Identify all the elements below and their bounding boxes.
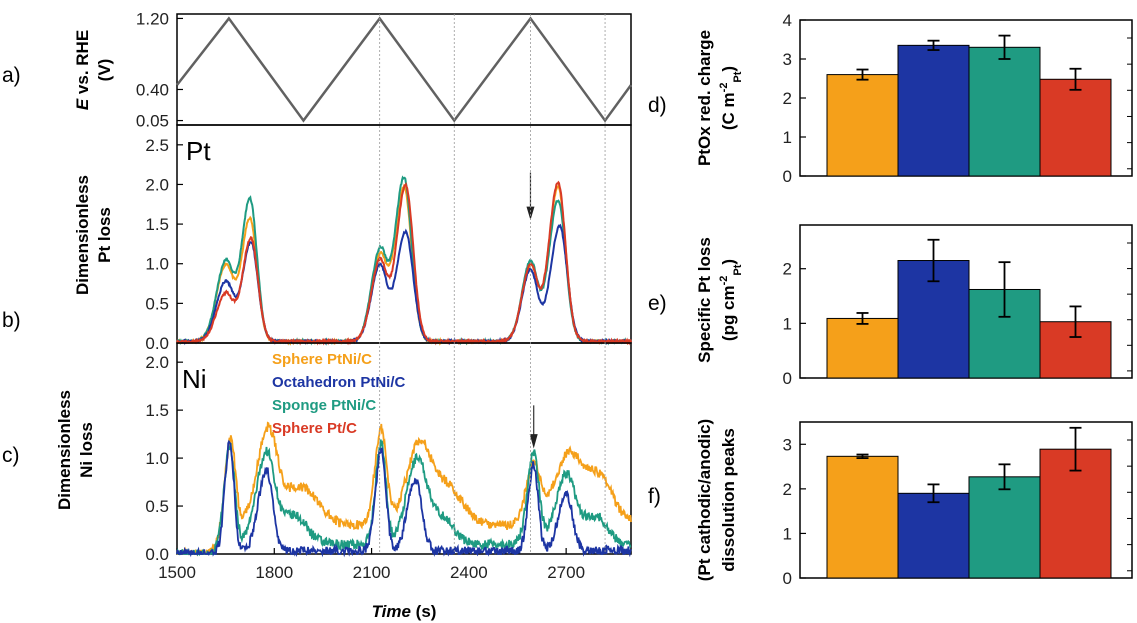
chart-a: E vs. RHE (V) 1.20 0.40 0.05 <box>73 9 633 131</box>
bar-f-octahedron-ptni-c <box>897 492 970 579</box>
chart-d-ytick-label-2: 2 <box>783 89 792 108</box>
bar-d-sphere-ptni-c <box>826 74 899 177</box>
chart-d-ylabel-1: PtOx red. charge <box>695 30 714 166</box>
chart-c-legend: Sphere PtNi/C Octahedron PtNi/C Sponge P… <box>272 351 406 437</box>
chart-b-ylabel-2: Pt loss <box>95 207 114 263</box>
pt-loss-line-octahedron-ptni-c <box>176 223 632 346</box>
chart-c-ytick-label-1: 0.5 <box>145 497 169 516</box>
ni-loss-line-sphere-ptni-c <box>176 421 632 557</box>
chart-e-ylabel-sup: -2 <box>718 276 730 286</box>
chart-a-ytick-label-1: 0.40 <box>136 80 169 99</box>
bar-f-sponge-ptni-c <box>968 476 1041 579</box>
chart-f-ylabel-1: (Pt cathodic/anodic) <box>695 419 714 581</box>
chart-b-ytick-label-3: 1.5 <box>145 215 169 234</box>
potential-waveform-line <box>176 16 633 123</box>
chart-b-ytick-label-4: 2.0 <box>145 175 169 194</box>
chart-a-frame <box>176 13 632 126</box>
chart-d: PtOx red. charge (C m-2Pt) 0 1 2 3 4 <box>695 11 1133 186</box>
chart-e-ytick-label-1: 1 <box>783 314 792 333</box>
bar-d-octahedron-ptni-c <box>897 44 970 177</box>
chart-e-ylabel-unit: (pg cm <box>719 285 738 341</box>
bar-f-sphere-ptni-c <box>826 455 899 579</box>
chart-d-ylabel-sup: -2 <box>718 83 730 93</box>
chart-c: Ni Dimensionless Ni loss Time (s) Sphere… <box>55 342 632 621</box>
chart-f-ytick-label-3: 3 <box>783 435 792 454</box>
chart-f-ytick-label-0: 0 <box>783 569 792 588</box>
chart-c-xtick-label-3: 2400 <box>450 563 488 582</box>
chart-c-ytick-label-3: 1.5 <box>145 401 169 420</box>
chart-c-xlabel-unit: (s) <box>411 602 437 621</box>
chart-c-ylabel-2: Ni loss <box>77 422 96 478</box>
chart-d-ytick-label-0: 0 <box>783 167 792 186</box>
legend-entry-octahedron-ptni: Octahedron PtNi/C <box>272 374 406 391</box>
chart-c-xlabel-main: Time <box>372 602 411 621</box>
pt-loss-line-sphere-pt-c <box>176 180 632 346</box>
bar-d-sphere-pt-c <box>1039 78 1112 177</box>
chart-c-ylabel-1: Dimensionless <box>55 390 74 510</box>
chart-b-annotation: Pt <box>186 136 211 166</box>
chart-b-ytick-label-1: 0.5 <box>145 294 169 313</box>
chart-d-ytick-label-4: 4 <box>783 11 792 30</box>
chart-a-ytick-label-0: 1.20 <box>136 9 169 28</box>
chart-b-ylabel-1: Dimensionless <box>73 175 92 295</box>
chart-a-ytick-label-2: 0.05 <box>136 112 169 131</box>
chart-e-ylabel-sub: Pt <box>732 264 744 275</box>
chart-c-ytick-label-2: 1.0 <box>145 449 169 468</box>
panel-letter-b: b) <box>2 309 21 332</box>
chart-c-frame <box>176 342 632 555</box>
ni-loss-line-octahedron-ptni-c <box>176 439 632 558</box>
bar-e-sphere-ptni-c <box>826 317 899 379</box>
panel-letter-c: c) <box>2 444 20 467</box>
chart-c-xtick-label-4: 2700 <box>547 563 585 582</box>
chart-f-ytick-label-2: 2 <box>783 480 792 499</box>
chart-d-ylabel-sub: Pt <box>732 71 744 82</box>
panel-letter-e: e) <box>648 292 667 315</box>
legend-entry-sponge-ptni: Sponge PtNi/C <box>272 397 376 414</box>
legend-entry-sphere-ptni: Sphere PtNi/C <box>272 351 372 368</box>
pt-arrow-head <box>526 206 535 221</box>
chart-e-ylabel-2: (pg cm-2Pt) <box>718 259 744 341</box>
legend-entry-sphere-pt: Sphere Pt/C <box>272 420 357 437</box>
chart-b-ytick-label-0: 0.0 <box>145 334 169 353</box>
ni-arrow-head <box>529 434 538 449</box>
chart-c-xlabel: Time (s) <box>372 602 437 621</box>
bar-d-sponge-ptni-c <box>968 46 1041 177</box>
ni-loss-line-sponge-ptni-c <box>176 439 632 557</box>
chart-e-ytick-label-2: 2 <box>783 260 792 279</box>
chart-d-ytick-label-1: 1 <box>783 128 792 147</box>
chart-e-ytick-label-0: 0 <box>783 369 792 388</box>
panel-letter-a: a) <box>2 64 21 87</box>
chart-e: Specific Pt loss (pg cm-2Pt) 0 1 2 <box>695 224 1133 388</box>
chart-c-annotation: Ni <box>182 364 207 394</box>
chart-b: Pt Dimensionless Pt loss 0.0 0.5 1.0 1.5 2.0… <box>73 124 632 353</box>
chart-c-xtick-label-2: 2100 <box>353 563 391 582</box>
chart-c-ytick-label-0: 0.0 <box>145 545 169 564</box>
chart-d-ylabel-close: ) <box>719 66 738 72</box>
chart-a-ylabel-rest: vs. RHE <box>73 30 92 99</box>
chart-f-ylabel-2: dissolution peaks <box>719 428 738 572</box>
chart-d-ylabel-unit: (C m <box>719 92 738 130</box>
chart-a-ylabel-italic: E <box>73 98 92 110</box>
chart-f-ytick-label-1: 1 <box>783 524 792 543</box>
panel-letter-d: d) <box>648 94 667 117</box>
chart-c-ytick-label-4: 2.0 <box>145 353 169 372</box>
panel-letter-f: f) <box>648 485 661 508</box>
chart-f: (Pt cathodic/anodic) dissolution peaks 0… <box>695 419 1133 588</box>
chart-d-ylabel-2: (C m-2Pt) <box>718 66 744 130</box>
chart-c-xtick-label-0: 1500 <box>158 563 196 582</box>
chart-e-ylabel-close: ) <box>719 259 738 265</box>
chart-e-ylabel-1: Specific Pt loss <box>695 237 714 363</box>
chart-a-ylabel: E vs. RHE <box>73 30 92 110</box>
chart-d-ytick-label-3: 3 <box>783 50 792 69</box>
chart-a-ylabel-unit: (V) <box>95 59 114 82</box>
chart-b-ytick-label-2: 1.0 <box>145 255 169 274</box>
chart-c-xtick-label-1: 1800 <box>255 563 293 582</box>
pt-loss-line-sponge-ptni-c <box>176 175 632 346</box>
chart-b-ytick-label-5: 2.5 <box>145 136 169 155</box>
